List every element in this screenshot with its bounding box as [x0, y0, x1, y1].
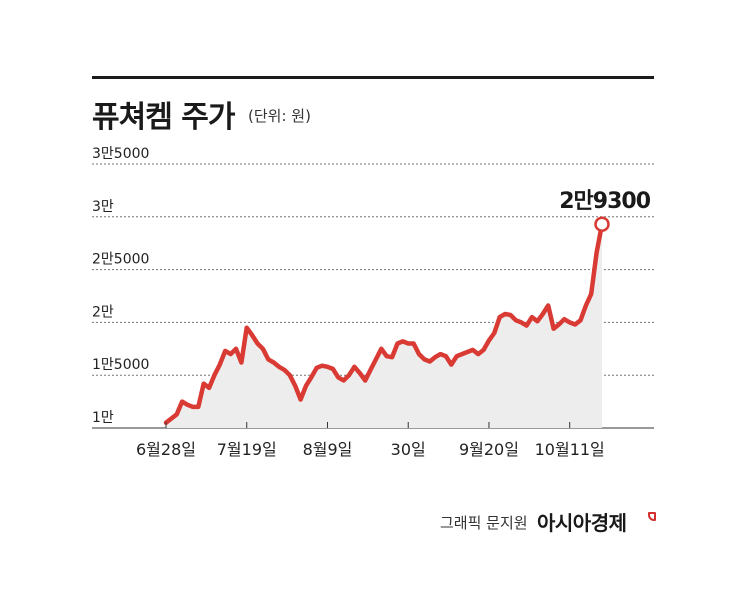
y-tick-label: 2만5000: [92, 252, 149, 268]
y-tick-label: 1만: [92, 410, 114, 426]
y-tick-label: 2만: [92, 304, 114, 320]
y-tick-label: 3만5000: [92, 146, 149, 162]
chart-title: 퓨쳐켐 주가: [92, 100, 235, 135]
y-tick-label: 3만: [92, 199, 114, 215]
label-layer: 2만9300: [559, 189, 652, 232]
brand-logo: 아시아경제: [537, 511, 627, 535]
last-price-marker: [594, 216, 610, 232]
x-tick-label: 9월20일: [459, 440, 519, 459]
x-tick-label: 10월11일: [535, 440, 605, 459]
brand-mark-icon: [648, 512, 656, 521]
last-price-label: 2만9300: [559, 189, 650, 214]
unit-label: (단위: 원): [248, 107, 311, 125]
x-tick-label: 30일: [391, 440, 426, 459]
x-tick-label: 7월19일: [217, 440, 277, 459]
y-tick-label: 1만5000: [92, 357, 149, 373]
price-line: [163, 221, 605, 425]
top-rule: [92, 76, 654, 79]
x-tick-label: 6월28일: [136, 440, 196, 459]
price-area: [166, 224, 602, 428]
x-tick-label: 8월9일: [303, 440, 353, 459]
graphic-credit: 그래픽 문지원: [440, 514, 528, 532]
tick-layer: 6월28일 7월19일 8월9일 30일 9월20일 10월11일: [136, 422, 605, 459]
